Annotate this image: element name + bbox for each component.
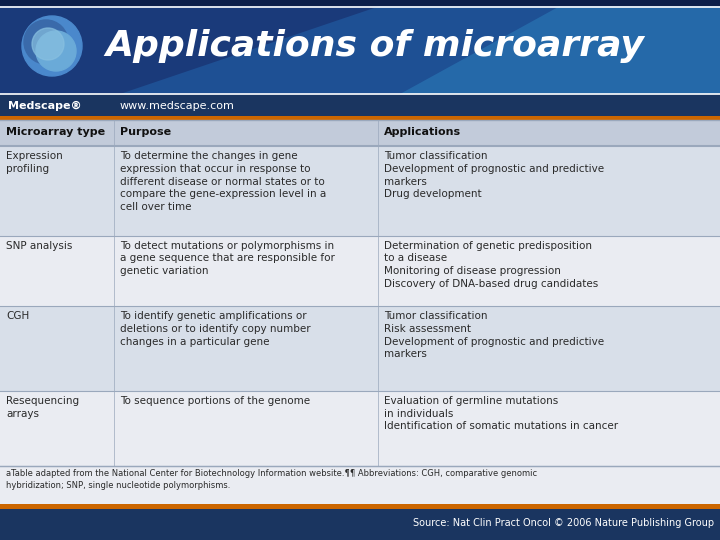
Bar — [0, 235, 720, 306]
Text: Tumor classification
Risk assessment
Development of prognostic and predictive
ma: Tumor classification Risk assessment Dev… — [384, 311, 604, 360]
Text: Applications of microarray: Applications of microarray — [105, 29, 644, 63]
Text: www.medscape.com: www.medscape.com — [120, 101, 235, 111]
Bar — [0, 504, 720, 509]
Circle shape — [32, 28, 64, 60]
Text: SNP analysis: SNP analysis — [6, 241, 73, 251]
Text: Evaluation of germline mutations
in individuals
Identification of somatic mutati: Evaluation of germline mutations in indi… — [384, 396, 618, 431]
Text: Resequencing
arrays: Resequencing arrays — [6, 396, 79, 418]
Text: To identify genetic amplifications or
deletions or to identify copy number
chang: To identify genetic amplifications or de… — [120, 311, 310, 347]
Text: Purpose: Purpose — [120, 127, 171, 137]
Circle shape — [22, 16, 82, 76]
Text: To sequence portions of the genome: To sequence portions of the genome — [120, 396, 310, 406]
Circle shape — [36, 31, 76, 71]
Polygon shape — [400, 6, 720, 94]
Bar — [0, 0, 720, 6]
Text: Medscape®: Medscape® — [8, 101, 81, 111]
Bar — [0, 94, 720, 120]
Text: To detect mutations or polymorphisms in
a gene sequence that are responsible for: To detect mutations or polymorphisms in … — [120, 241, 335, 276]
Text: Expression
profiling: Expression profiling — [6, 151, 63, 174]
Bar — [0, 306, 720, 391]
Text: Source: Nat Clin Pract Oncol © 2006 Nature Publishing Group: Source: Nat Clin Pract Oncol © 2006 Natu… — [413, 518, 714, 528]
Text: Tumor classification
Development of prognostic and predictive
markers
Drug devel: Tumor classification Development of prog… — [384, 151, 604, 199]
Bar — [0, 504, 720, 540]
Text: CGH: CGH — [6, 311, 30, 321]
Text: Applications: Applications — [384, 127, 461, 137]
Text: aTable adapted from the National Center for Biotechnology Information website.¶¶: aTable adapted from the National Center … — [6, 469, 537, 490]
Bar — [0, 466, 720, 504]
Circle shape — [24, 20, 68, 64]
Text: To determine the changes in gene
expression that occur in response to
different : To determine the changes in gene express… — [120, 151, 326, 212]
Bar — [0, 116, 720, 120]
Text: Microarray type: Microarray type — [6, 127, 105, 137]
Bar — [0, 146, 720, 235]
Bar — [0, 6, 720, 94]
Bar — [0, 391, 720, 466]
Text: Determination of genetic predisposition
to a disease
Monitoring of disease progr: Determination of genetic predisposition … — [384, 241, 598, 289]
Polygon shape — [120, 6, 720, 94]
Bar — [0, 120, 720, 146]
